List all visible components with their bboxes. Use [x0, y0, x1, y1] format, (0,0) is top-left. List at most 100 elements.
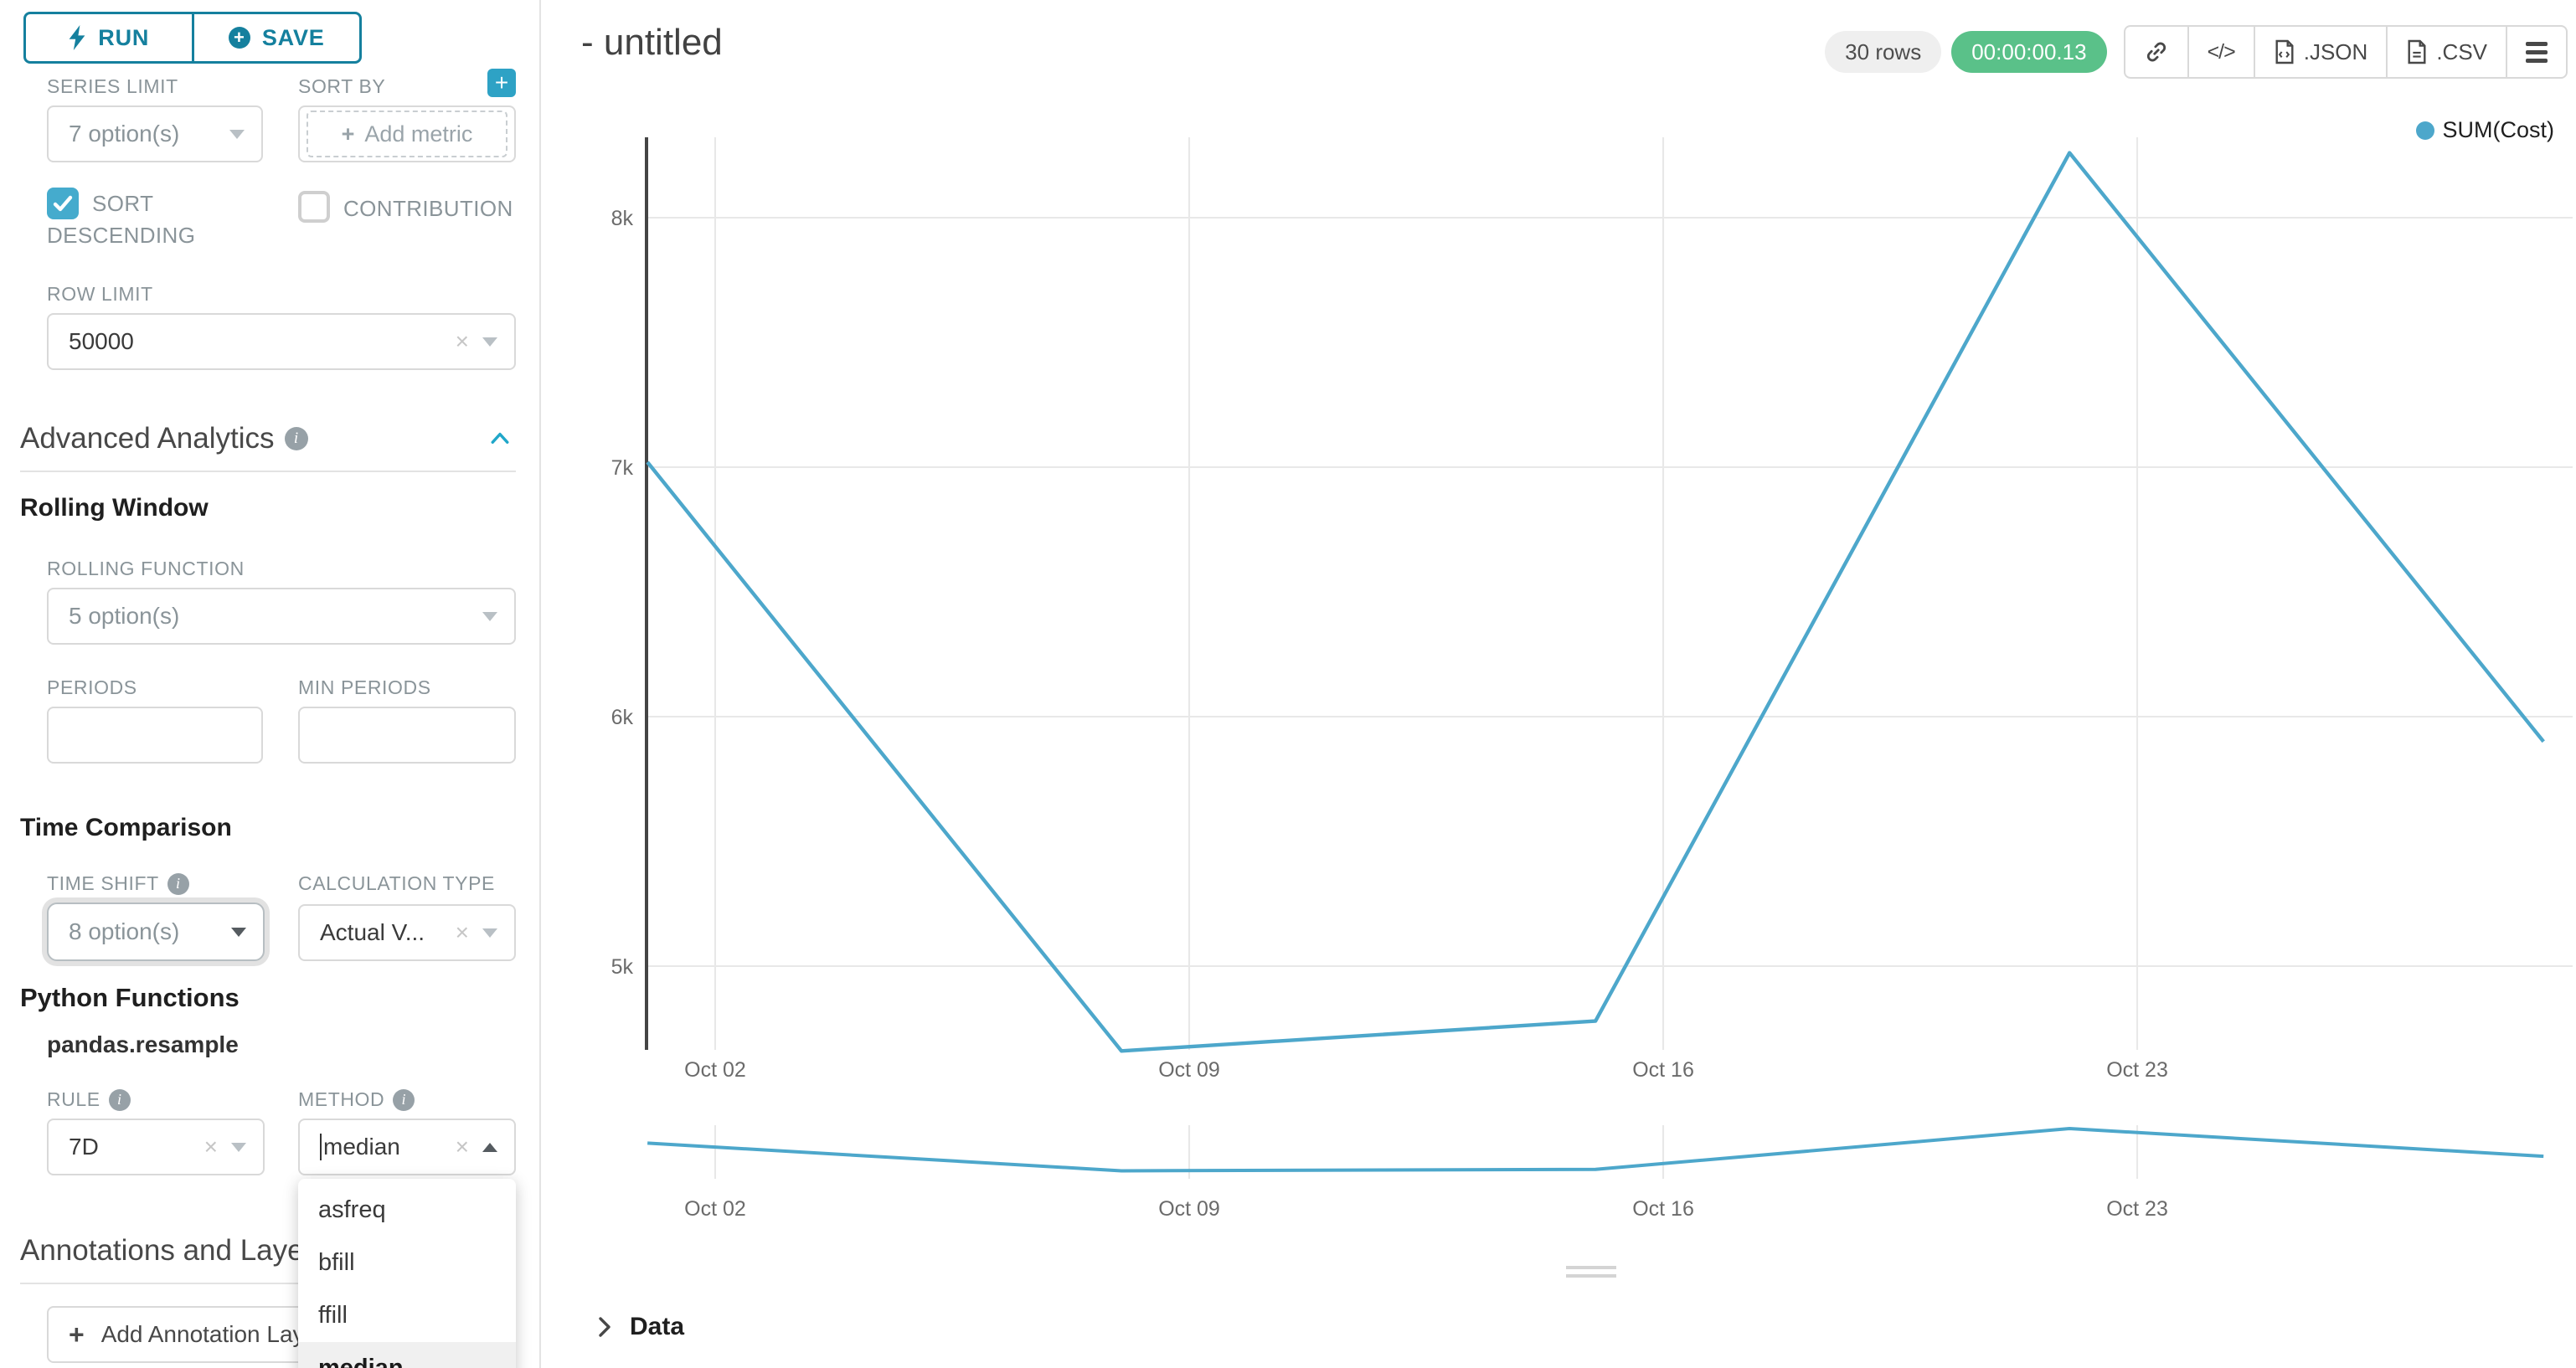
collapse-section-chevron-up-icon[interactable] [491, 432, 509, 444]
menu-icon [2526, 41, 2548, 63]
copy-link-button[interactable] [2125, 27, 2187, 77]
chart-area: - untitled 30 rows 00:00:00.13 </> . [541, 0, 2576, 1368]
info-icon[interactable]: i [393, 1088, 415, 1111]
sort-descending-label: SORT DESCENDING [47, 191, 196, 248]
export-json-label: .JSON [2303, 39, 2368, 64]
checkmark-icon [53, 195, 73, 212]
rolling-window-title: Rolling Window [20, 494, 209, 522]
export-json-button[interactable]: .JSON [2253, 27, 2387, 77]
chevron-down-icon [231, 1142, 246, 1152]
plus-icon: + [69, 1319, 85, 1350]
rule-value: 7D [69, 1134, 99, 1160]
export-csv-button[interactable]: .CSV [2386, 27, 2506, 77]
add-metric-label: Add metric [364, 121, 473, 147]
row-limit-value: 50000 [69, 328, 134, 354]
method-label-text: METHOD [298, 1088, 385, 1110]
embed-code-button[interactable]: </> [2187, 27, 2254, 77]
sort-descending-checkbox[interactable] [47, 188, 79, 219]
rule-label-text: RULE [47, 1088, 100, 1110]
chevron-down-icon [482, 928, 497, 938]
method-dropdown-menu: asfreq bfill ffill median [298, 1179, 516, 1368]
y-axis-tick-label: 5k [611, 955, 634, 979]
export-button-group: </> .JSON .CSV [2123, 25, 2568, 79]
method-label: METHOD i [298, 1088, 415, 1111]
calculation-type-select[interactable]: Actual V... × [298, 904, 516, 961]
method-option-ffill[interactable]: ffill [318, 1302, 348, 1329]
chevron-right-icon [599, 1317, 611, 1337]
sort-by-control: + Add metric [298, 105, 516, 162]
plus-circle-icon: + [228, 27, 250, 49]
info-icon[interactable]: i [108, 1088, 131, 1111]
time-shift-label-text: TIME SHIFT [47, 872, 159, 894]
contribution-label: CONTRIBUTION [343, 196, 513, 221]
legend-label: SUM(Cost) [2442, 117, 2555, 142]
clear-icon[interactable]: × [455, 919, 469, 945]
chart-title: - untitled [581, 22, 723, 63]
time-shift-select[interactable]: 8 option(s) [47, 903, 265, 961]
mini-x-axis-tick-label: Oct 23 [2106, 1197, 2168, 1221]
mini-x-axis-tick-label: Oct 02 [684, 1197, 746, 1221]
add-sort-metric-button[interactable]: + [487, 69, 516, 97]
series-limit-select[interactable]: 7 option(s) [47, 105, 263, 162]
advanced-analytics-header: Advanced Analytics i [20, 422, 308, 455]
contribution-checkbox[interactable] [298, 191, 330, 223]
save-button[interactable]: + SAVE [191, 14, 360, 61]
rule-label: RULE i [47, 1088, 131, 1111]
python-functions-title: Python Functions [20, 983, 240, 1012]
plus-icon: + [341, 121, 355, 147]
series-limit-label: SERIES LIMIT [47, 75, 178, 97]
method-value: median [323, 1134, 400, 1160]
time-shift-value: 8 option(s) [69, 918, 180, 944]
json-file-icon [2275, 39, 2294, 64]
add-metric-button[interactable]: + Add metric [307, 111, 507, 157]
method-option-bfill[interactable]: bfill [318, 1249, 355, 1276]
calculation-type-label: CALCULATION TYPE [298, 872, 495, 894]
mini-x-axis-tick-label: Oct 16 [1632, 1197, 1694, 1221]
code-icon: </> [2207, 39, 2236, 64]
chevron-up-icon [482, 1143, 497, 1152]
rolling-function-value: 5 option(s) [69, 603, 180, 629]
method-option-asfreq[interactable]: asfreq [318, 1196, 386, 1223]
run-button-label: RUN [98, 24, 150, 50]
min-periods-label: MIN PERIODS [298, 676, 431, 698]
data-panel-label: Data [630, 1313, 685, 1340]
rolling-function-label: ROLLING FUNCTION [47, 558, 245, 579]
clear-icon[interactable]: × [455, 1134, 469, 1160]
y-axis-tick-label: 6k [611, 706, 634, 729]
chart-legend[interactable]: SUM(Cost) [2415, 117, 2555, 143]
cost-series-line [646, 151, 2545, 1053]
rule-select[interactable]: 7D × [47, 1119, 265, 1175]
header-actions: 30 rows 00:00:00.13 </> .JSON [1825, 25, 2568, 79]
method-select[interactable]: median × [298, 1119, 516, 1175]
chart-svg: 8k 7k 6k 5k Oct 02 Oct 02 Oct 09 Oct 09 Oct 16 Oc… [611, 137, 2573, 1278]
chevron-down-icon [229, 129, 245, 139]
pandas-resample-label: pandas.resample [47, 1031, 239, 1057]
time-comparison-title: Time Comparison [20, 814, 232, 841]
sort-descending-field: SORT DESCENDING [47, 188, 271, 251]
text-cursor [320, 1134, 322, 1160]
min-periods-input[interactable] [298, 707, 516, 764]
info-icon[interactable]: i [167, 872, 189, 895]
row-count-badge: 30 rows [1825, 31, 1942, 73]
time-shift-label: TIME SHIFT i [47, 872, 189, 895]
series-limit-value: 7 option(s) [69, 121, 180, 147]
more-options-button[interactable] [2506, 27, 2566, 77]
advanced-analytics-title: Advanced Analytics [20, 422, 275, 455]
rolling-function-select[interactable]: 5 option(s) [47, 588, 516, 645]
info-icon[interactable]: i [284, 427, 308, 450]
divider [20, 471, 516, 472]
run-save-button-group: RUN + SAVE [23, 12, 362, 64]
method-option-median[interactable]: median [298, 1342, 516, 1368]
plus-icon: + [494, 69, 509, 95]
run-button[interactable]: RUN [26, 14, 192, 61]
row-limit-select[interactable]: 50000 × [47, 313, 516, 370]
calculation-type-value: Actual V... [320, 919, 425, 945]
data-panel-toggle[interactable]: Data [596, 1313, 684, 1341]
clear-icon[interactable]: × [455, 328, 469, 354]
x-axis-tick-label: Oct 23 [2106, 1058, 2168, 1082]
clear-icon[interactable]: × [204, 1134, 218, 1160]
periods-input[interactable] [47, 707, 263, 764]
chevron-down-icon [482, 611, 497, 621]
export-csv-label: .CSV [2436, 39, 2487, 64]
